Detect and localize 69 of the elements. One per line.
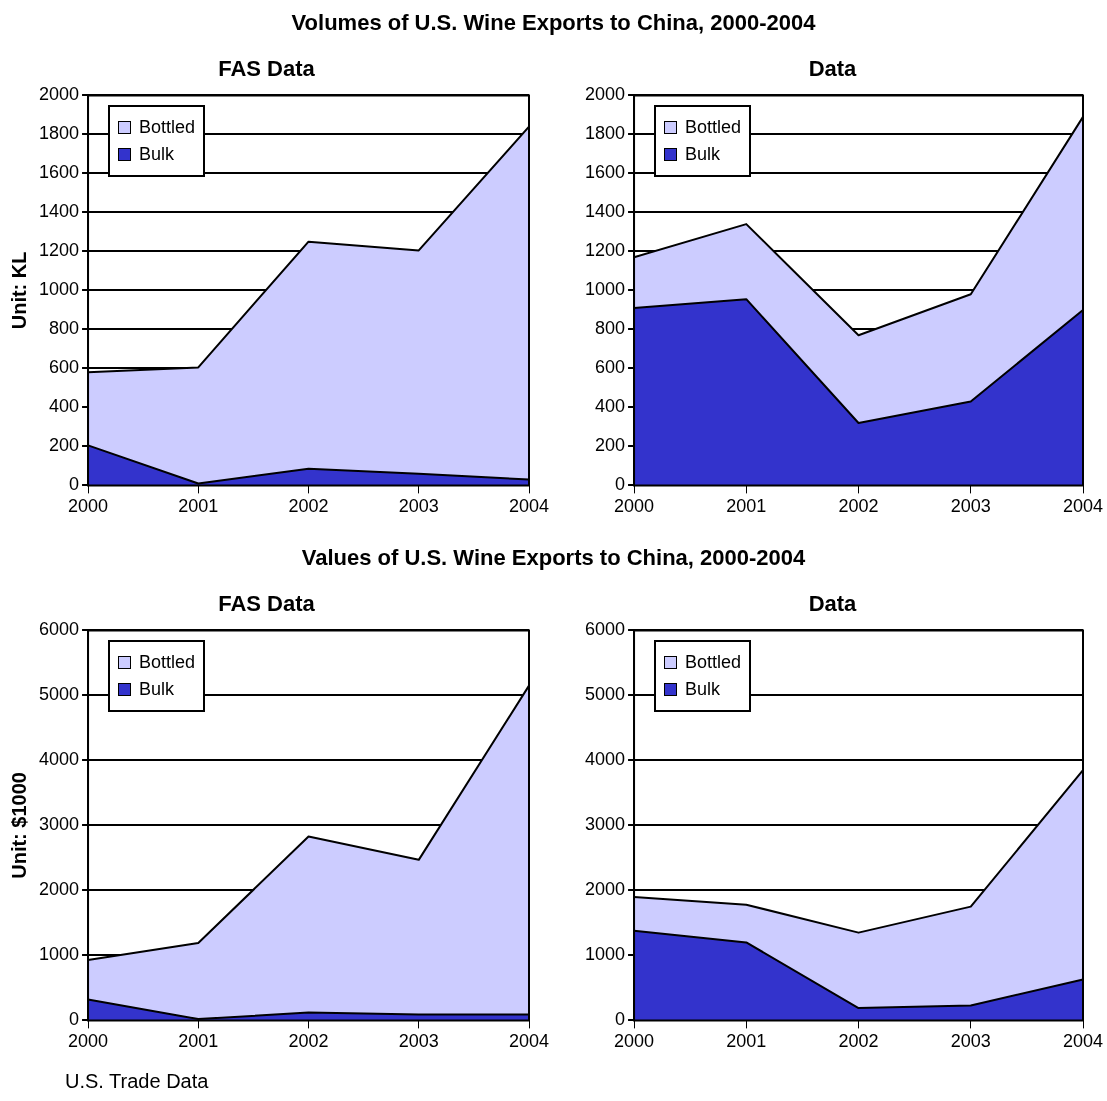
y-tick-label: 1000 xyxy=(585,279,626,300)
y-tick-label: 1400 xyxy=(585,201,626,222)
y-tick-label: 2000 xyxy=(39,879,80,900)
chart-title: Volumes of U.S. Wine Exports to China, 2000-2004 xyxy=(290,10,817,36)
y-tick-label: 1800 xyxy=(585,123,626,144)
text: U.S. Trade Data xyxy=(65,1070,209,1093)
x-tick-label: 2001 xyxy=(726,1031,767,1052)
chart-title: Values of U.S. Wine Exports to China, 2000-2004 xyxy=(300,545,807,571)
legend-label: Bulk xyxy=(139,144,175,166)
y-tick-label: 400 xyxy=(595,396,626,417)
y-tick-label: 0 xyxy=(615,1009,626,1030)
chart-subtitle: Data xyxy=(808,56,858,82)
legend-label: Bottled xyxy=(139,652,196,674)
y-tick-label: 200 xyxy=(49,435,80,456)
legend-label: Bulk xyxy=(685,144,721,166)
y-tick-label: 0 xyxy=(69,1009,80,1030)
x-tick-label: 2003 xyxy=(398,496,439,517)
x-tick-label: 2004 xyxy=(508,1031,550,1052)
y-tick-label: 800 xyxy=(49,318,80,339)
y-tick-label: 2000 xyxy=(39,84,80,105)
x-tick-label: 2002 xyxy=(838,1031,879,1052)
x-tick-label: 2003 xyxy=(950,1031,991,1052)
legend-label: Bottled xyxy=(685,652,742,674)
y-tick-label: 200 xyxy=(595,435,626,456)
y-tick-label: 2000 xyxy=(585,84,626,105)
y-tick-label: 3000 xyxy=(585,814,626,835)
x-tick-label: 2004 xyxy=(508,496,550,517)
x-tick-label: 2002 xyxy=(838,496,879,517)
x-tick-label: 2001 xyxy=(178,496,219,517)
legend-label: Bulk xyxy=(685,679,721,701)
legend-label: Bulk xyxy=(139,679,175,701)
y-tick-label: 600 xyxy=(49,357,80,378)
y-tick-label: 1600 xyxy=(39,162,80,183)
x-tick-label: 2002 xyxy=(288,1031,329,1052)
y-tick-label: 0 xyxy=(69,474,80,495)
y-tick-label: 3000 xyxy=(39,814,80,835)
chart-subtitle: FAS Data xyxy=(218,56,316,82)
chart-subtitle: Data xyxy=(808,591,858,617)
y-tick-label: 800 xyxy=(595,318,626,339)
x-tick-label: 2004 xyxy=(1062,1031,1104,1052)
chart-subtitle: FAS Data xyxy=(218,591,316,617)
y-tick-label: 6000 xyxy=(585,619,626,640)
y-tick-label: 400 xyxy=(49,396,80,417)
x-tick-label: 2003 xyxy=(398,1031,439,1052)
y-tick-label: 1200 xyxy=(39,240,80,261)
y-tick-label: 5000 xyxy=(585,684,626,705)
x-tick-label: 2004 xyxy=(1062,496,1104,517)
y-tick-label: 1800 xyxy=(39,123,80,144)
legend-label: Bottled xyxy=(685,117,742,139)
y-tick-label: 1000 xyxy=(39,279,80,300)
y-tick-label: 2000 xyxy=(585,879,626,900)
x-tick-label: 2003 xyxy=(950,496,991,517)
y-tick-label: 1000 xyxy=(585,944,626,965)
y-axis-title: Unit: $1000 xyxy=(7,772,30,879)
legend-label: Bottled xyxy=(139,117,196,139)
x-tick-label: 2001 xyxy=(178,1031,219,1052)
y-tick-label: 4000 xyxy=(39,749,80,770)
y-tick-label: 6000 xyxy=(39,619,80,640)
x-tick-label: 2002 xyxy=(288,496,329,517)
y-tick-label: 600 xyxy=(595,357,626,378)
y-axis-title: Unit: KL xyxy=(7,251,30,330)
x-tick-label: 2001 xyxy=(726,496,767,517)
y-tick-label: 4000 xyxy=(585,749,626,770)
y-tick-label: 1200 xyxy=(585,240,626,261)
y-tick-label: 1000 xyxy=(39,944,80,965)
y-tick-label: 1600 xyxy=(585,162,626,183)
y-tick-label: 0 xyxy=(615,474,626,495)
y-tick-label: 1400 xyxy=(39,201,80,222)
y-tick-label: 5000 xyxy=(39,684,80,705)
